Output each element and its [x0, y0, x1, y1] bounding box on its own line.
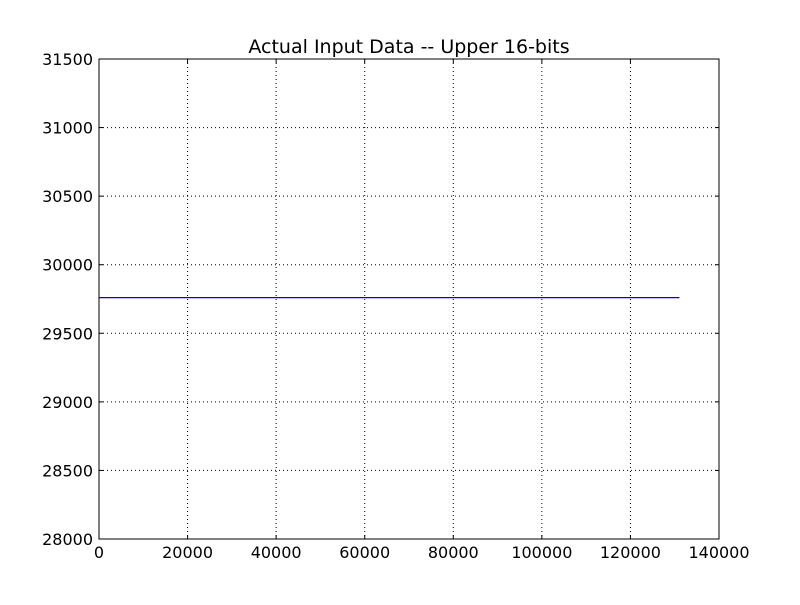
x-tick-labels: 0 20000 40000 60000 80000 100000 120000 140000: [94, 543, 750, 562]
x-tick-label: 40000: [251, 543, 302, 562]
y-tick-label: 31000: [42, 119, 93, 138]
x-tick-label: 140000: [688, 543, 749, 562]
y-tick-labels: 28000 28500 29000 29500 30000 30500 31000 31500: [42, 50, 93, 549]
x-tick-label: 80000: [428, 543, 479, 562]
x-tick-label: 100000: [511, 543, 572, 562]
y-tick-label: 30000: [42, 256, 93, 275]
grid-lines: [98, 58, 720, 540]
chart-title: Actual Input Data -- Upper 16-bits: [248, 36, 569, 58]
y-tick-label: 29000: [42, 393, 93, 412]
x-tick-label: 20000: [162, 543, 213, 562]
tick-marks: [98, 58, 720, 540]
y-tick-label: 31500: [42, 50, 93, 69]
y-tick-label: 28500: [42, 461, 93, 480]
x-tick-label: 120000: [600, 543, 661, 562]
y-tick-label: 29500: [42, 324, 93, 343]
x-tick-label: 0: [94, 543, 104, 562]
y-tick-label: 28000: [42, 530, 93, 549]
plot-frame: [98, 58, 720, 540]
x-tick-label: 60000: [339, 543, 390, 562]
y-tick-label: 30500: [42, 187, 93, 206]
